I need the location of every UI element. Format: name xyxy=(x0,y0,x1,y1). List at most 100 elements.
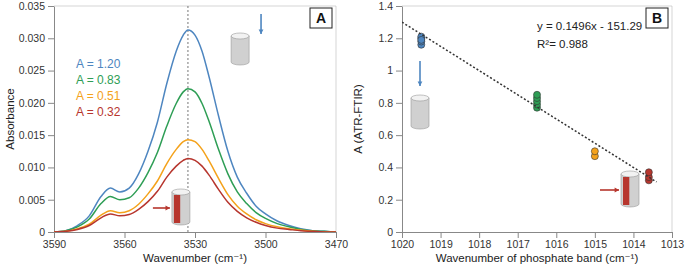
sample-icon xyxy=(231,33,249,65)
x-axis-title: Wavenumber (cm⁻¹) xyxy=(143,252,247,264)
tick-mark xyxy=(556,232,557,238)
data-point xyxy=(418,36,425,43)
tick-label: 1017 xyxy=(507,238,531,250)
tick: 3530 xyxy=(184,232,208,250)
tick-label: 0.2 xyxy=(378,194,393,206)
tick-mark xyxy=(54,232,55,238)
tick: 3560 xyxy=(113,232,137,250)
tick: 1019 xyxy=(429,232,453,250)
tick: 1.4 xyxy=(378,0,402,12)
tick-label: 0.8 xyxy=(378,97,393,109)
legend-entry: A = 1.20 xyxy=(76,57,121,71)
tick-label: 1020 xyxy=(391,238,415,250)
tick-label: 3470 xyxy=(325,238,349,250)
tick: 0.4 xyxy=(378,161,402,173)
tick: 0.6 xyxy=(378,129,402,141)
x-axis: 10201019101810171016101510141013 xyxy=(391,232,685,250)
tick-label: 1 xyxy=(387,64,393,76)
tick-mark xyxy=(396,6,402,7)
panel: 1020101910181017101610151014101300.20.40… xyxy=(352,0,684,264)
panel-label: B xyxy=(652,10,662,26)
tick-mark xyxy=(266,232,267,238)
plot-area xyxy=(402,22,657,184)
tick: 1 xyxy=(387,64,402,76)
icons xyxy=(411,61,639,207)
tick-mark xyxy=(48,135,54,136)
tick-label: 0 xyxy=(387,226,393,238)
tick: 0.010 xyxy=(19,161,54,173)
tick-label: 0.025 xyxy=(19,64,45,76)
tick-mark xyxy=(195,232,196,238)
icon-top xyxy=(231,33,249,39)
plot-area xyxy=(54,6,336,232)
annotation: y = 0.1496x - 151.29 xyxy=(537,20,642,32)
data-point xyxy=(534,91,541,98)
tick-mark xyxy=(125,232,126,238)
tick-mark xyxy=(402,232,403,238)
icon-face xyxy=(174,195,180,223)
icon-top xyxy=(411,95,429,101)
x-axis-title: Wavenumber of phosphate band (cm⁻¹) xyxy=(436,252,639,264)
tick: 0.030 xyxy=(19,32,54,44)
spectrum-line xyxy=(54,30,336,232)
icon-face xyxy=(623,177,629,205)
tick-label: 0.020 xyxy=(19,97,45,109)
tick-mark xyxy=(396,232,402,233)
legend: A = 1.20 A = 0.83 A = 0.51 A = 0.32 xyxy=(76,57,121,119)
tick-label: 0.035 xyxy=(19,0,45,12)
icon-body xyxy=(411,98,429,129)
legend-entry: A = 0.51 xyxy=(76,89,121,103)
data-point xyxy=(591,148,598,155)
arrow-head xyxy=(166,206,170,211)
tick-label: 1.2 xyxy=(378,32,393,44)
frame xyxy=(336,6,337,232)
tick: 1018 xyxy=(468,232,492,250)
trend-line xyxy=(402,22,657,182)
tick-label: 0.4 xyxy=(378,161,393,173)
tick-mark xyxy=(396,167,402,168)
tick: 1016 xyxy=(545,232,569,250)
tick: 0.025 xyxy=(19,64,54,76)
tick-mark xyxy=(48,6,54,7)
tick-label: 0.015 xyxy=(19,129,45,141)
axis-line xyxy=(54,7,55,233)
tick-label: 3530 xyxy=(184,238,208,250)
frame xyxy=(54,6,336,7)
spectrum-line xyxy=(54,89,336,232)
tick-mark xyxy=(595,232,596,238)
tick-label: 0.6 xyxy=(378,129,393,141)
tick-mark xyxy=(396,38,402,39)
legend-entry: A = 0.32 xyxy=(76,105,121,119)
tick: 3590 xyxy=(43,232,67,250)
y-axis-title: Absorbance xyxy=(4,88,16,149)
tick-mark xyxy=(396,135,402,136)
icon-body xyxy=(172,192,190,225)
tick-label: 1019 xyxy=(429,238,453,250)
tick: 0.020 xyxy=(19,97,54,109)
arrow-head xyxy=(418,82,423,86)
tick: 3500 xyxy=(254,232,278,250)
tick-label: 3590 xyxy=(43,238,67,250)
tick: 1013 xyxy=(661,232,685,250)
icon-top xyxy=(172,189,190,195)
y-axis: 0 0.005 0.010 0.015 0.020 0.025 0.030 0.035 xyxy=(19,0,55,238)
tick-mark xyxy=(633,232,634,238)
tick-label: 3560 xyxy=(113,238,137,250)
tick: 0.005 xyxy=(19,194,54,206)
axis-line xyxy=(403,232,673,233)
tick-mark xyxy=(48,103,54,104)
tick-label: 1013 xyxy=(661,238,685,250)
spectrum-line xyxy=(54,158,336,232)
sample-icon xyxy=(621,171,639,207)
tick-mark xyxy=(396,71,402,72)
spectrum-line xyxy=(54,140,336,232)
tick: 1.2 xyxy=(378,32,402,44)
icons xyxy=(153,14,264,225)
tick-label: 0.030 xyxy=(19,32,45,44)
tick-mark xyxy=(48,200,54,201)
tick: 0 xyxy=(39,226,54,238)
icon-body xyxy=(621,174,639,207)
tick: 0.2 xyxy=(378,194,402,206)
legend-entry: A = 0.83 xyxy=(76,73,121,87)
icon-body xyxy=(231,36,249,65)
